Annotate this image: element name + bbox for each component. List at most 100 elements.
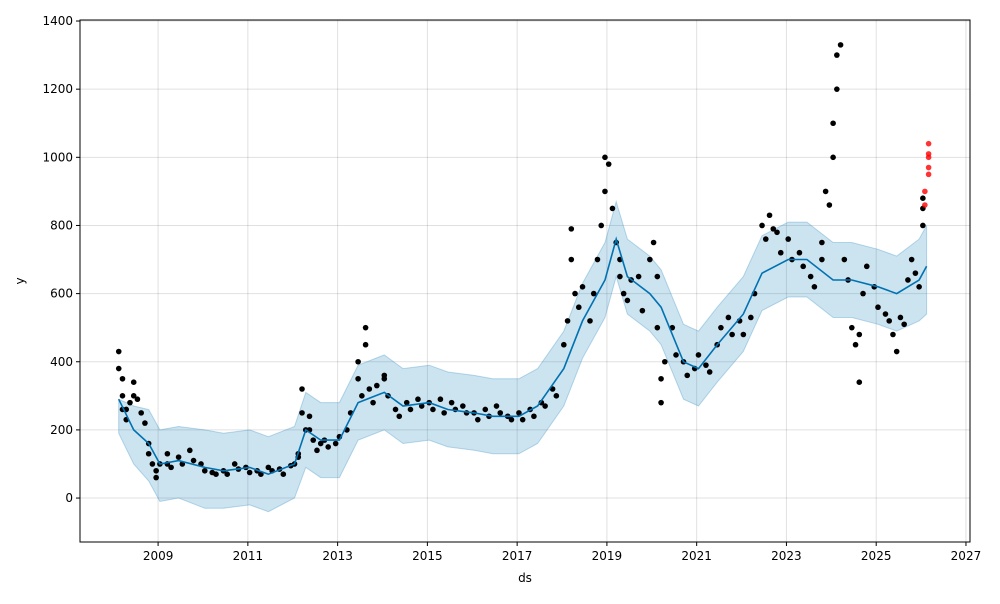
actual-point [635,273,642,280]
actual-point [662,358,668,365]
actual-point [890,331,896,338]
actual-point [392,406,399,413]
actual-point [579,283,586,290]
x-tick-label: 2015 [412,549,443,563]
actual-point [310,437,317,443]
actual-point [325,444,331,450]
actual-point [695,352,702,358]
actual-point [130,393,137,399]
actual-point [516,410,522,416]
forecast-line-group [117,236,928,476]
actual-point [246,469,253,476]
actual-point [418,403,425,409]
actual-point [819,239,825,246]
actual-point [748,314,754,321]
x-axis-ticks: 2009 2011 2013 2015 2017 2019 2021 2023 2025 2027 [143,542,981,563]
actual-point [115,365,122,372]
actual-point [187,447,193,454]
actual-point [740,331,747,338]
actual-point [115,348,122,355]
extra-point [922,188,928,195]
actual-point [673,352,679,358]
y-tick-label: 800 [50,218,73,232]
actual-point [396,413,403,420]
actual-point [201,467,208,474]
actual-point [134,396,141,403]
x-tick-label: 2013 [322,549,353,563]
actual-point [145,450,152,457]
actual-point [497,410,504,416]
actual-point [437,396,444,403]
actual-point [149,461,156,467]
actual-point [602,188,608,195]
y-tick-label: 200 [50,423,73,437]
actual-point [332,440,339,447]
actual-point [901,321,907,328]
actual-point [519,416,526,423]
actual-point [654,324,661,331]
actual-point [175,454,182,460]
actual-point [572,290,578,297]
actual-point [762,236,769,242]
y-tick-label: 1200 [42,82,73,96]
actual-point [153,467,159,474]
actual-point [620,290,627,297]
forecast-line [117,236,928,476]
actual-point [590,290,597,297]
actual-point [759,222,765,229]
actual-point [658,375,664,382]
actual-point [807,273,814,280]
actual-point [127,399,133,406]
x-axis-label: ds [518,571,532,585]
actual-point [493,403,500,409]
actual-point [531,413,537,420]
actual-point [587,318,593,324]
actual-point [190,457,197,464]
uncertainty-band [118,199,928,513]
y-axis-label: y [13,277,27,284]
actual-point [908,256,915,263]
actual-point [800,263,806,270]
extra-point [922,202,928,208]
actual-point [886,318,893,324]
y-axis-ticks: 0 200 400 600 800 1000 1200 1400 [42,14,80,505]
y-tick-label: 0 [65,491,73,505]
actual-point [875,304,881,311]
actual-point [568,226,575,232]
actual-point [658,399,664,406]
actual-point [893,348,900,355]
actual-point [575,304,582,311]
actual-point [863,263,870,270]
actual-point [564,318,571,324]
actual-point [542,403,548,409]
actual-point [213,471,219,477]
actual-point [317,440,324,447]
y-tick-label: 600 [50,287,73,301]
actual-point [897,314,904,321]
actual-point [366,386,373,392]
actual-point [474,416,481,423]
actual-point [920,222,926,229]
x-tick-label: 2025 [861,549,892,563]
actual-point [916,283,922,290]
actual-point [598,222,605,229]
actual-point [650,239,657,246]
actual-point [725,314,732,321]
actual-point [684,372,691,379]
actual-point [830,154,836,161]
actual-point [430,406,436,413]
actual-point [594,256,601,263]
actual-point [852,341,859,348]
actual-point [605,161,612,167]
actual-point [370,399,376,406]
actual-point [718,324,724,331]
actual-point [822,188,829,195]
extra-point [925,151,932,157]
actual-point [912,270,919,276]
actual-point [553,393,560,399]
actual-point [153,474,159,481]
actual-point [766,212,773,219]
actual-point [381,372,388,379]
actual-point [785,236,792,242]
actual-point [359,393,365,399]
